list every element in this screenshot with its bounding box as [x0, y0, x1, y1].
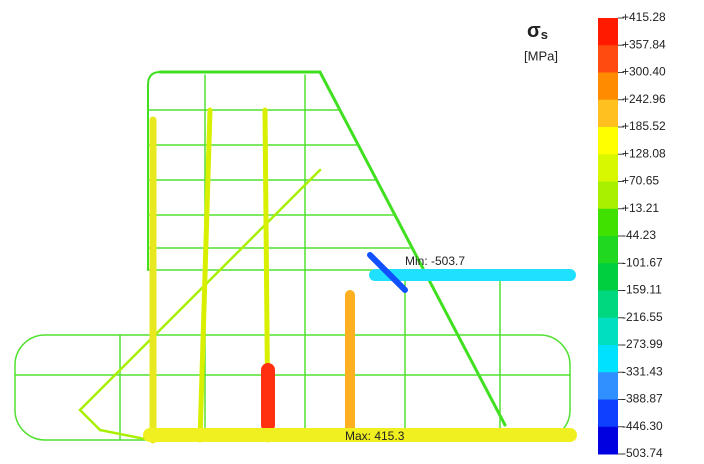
- level-label: +128.08: [622, 146, 666, 160]
- structure: [15, 72, 570, 440]
- level-label: +300.40: [622, 65, 666, 79]
- level-label: -216.55: [622, 310, 663, 324]
- level-label: +13.21: [622, 201, 659, 215]
- color-band: [598, 236, 618, 264]
- legend-unit: [MPa]: [524, 48, 558, 63]
- color-bar: +415.28 +357.84 +300.40 +242.96 +185.52 +128.…: [598, 10, 666, 460]
- legend-symbol: σs: [527, 20, 548, 42]
- color-band: [598, 100, 618, 128]
- level-label: +415.28: [622, 10, 666, 24]
- color-band: [598, 127, 618, 155]
- level-label: +242.96: [622, 92, 666, 106]
- level-label: -388.87: [622, 392, 663, 406]
- level-label: +70.65: [622, 174, 659, 188]
- color-band: [598, 154, 618, 182]
- color-band: [598, 263, 618, 291]
- color-band: [598, 18, 618, 46]
- color-band: [598, 73, 618, 101]
- max-label: Max: 415.3: [345, 429, 405, 443]
- color-band: [598, 291, 618, 319]
- level-label: -101.67: [622, 255, 663, 269]
- level-label: -159.11: [622, 283, 662, 297]
- level-label: -503.74: [622, 446, 663, 460]
- min-label: Min: -503.7: [405, 254, 465, 268]
- level-label: +185.52: [622, 119, 666, 133]
- level-label: -44.23: [622, 228, 656, 242]
- color-band: [598, 182, 618, 210]
- level-label: -446.30: [622, 419, 663, 433]
- color-band: [598, 318, 618, 346]
- color-band: [598, 427, 618, 455]
- color-band: [598, 345, 618, 373]
- level-label: -331.43: [622, 364, 663, 378]
- level-label: +357.84: [622, 37, 666, 51]
- level-label: -273.99: [622, 337, 663, 351]
- result-view: Min: -503.7 Max: 415.3 σs [MPa] +415.28+…: [0, 0, 704, 464]
- color-band: [598, 400, 618, 428]
- color-band: [598, 209, 618, 237]
- color-band: [598, 372, 618, 400]
- color-band: [598, 45, 618, 73]
